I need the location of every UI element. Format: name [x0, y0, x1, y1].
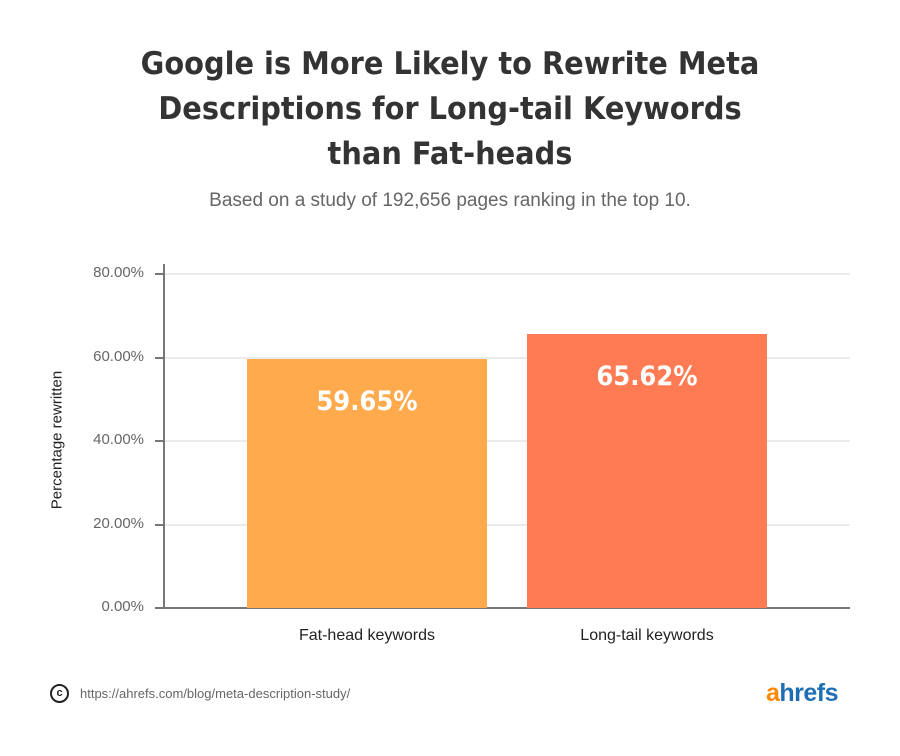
- gridline: [165, 273, 850, 275]
- x-category-label: Long-tail keywords: [580, 627, 714, 644]
- y-tick: [155, 273, 164, 275]
- logo-rest: hrefs: [779, 679, 839, 707]
- ahrefs-logo: ahrefs: [766, 679, 839, 708]
- source-url[interactable]: https://ahrefs.com/blog/meta-description…: [80, 686, 351, 701]
- y-tick: [155, 607, 164, 609]
- y-tick: [155, 356, 164, 359]
- gridline: [165, 440, 850, 442]
- x-category-label: Fat-head keywords: [298, 627, 436, 644]
- x-axis-line: [163, 607, 850, 609]
- y-tick-label: 60.00%: [93, 347, 144, 365]
- y-tick-label: 20.00%: [93, 514, 144, 532]
- chart-subtitle: Based on a study of 192,656 pages rankin…: [209, 190, 691, 211]
- copyright-icon: c: [50, 684, 69, 703]
- gridline: [165, 356, 850, 359]
- y-tick: [155, 440, 164, 442]
- gridline: [165, 523, 850, 526]
- y-axis-line: [163, 264, 165, 609]
- bar-value-label: 65.62%: [596, 361, 698, 393]
- chart-title-line-1: Google is More Likely to Rewrite Meta: [140, 46, 760, 82]
- bar-long-tail: 65.62%: [527, 334, 767, 608]
- chart-title-line-2: Descriptions for Long-tail Keywords: [158, 91, 742, 127]
- chart-title-line-3: than Fat-heads: [327, 136, 573, 172]
- bar-value-label: 59.65%: [316, 385, 418, 417]
- y-tick: [155, 523, 164, 526]
- y-tick-label: 80.00%: [93, 264, 144, 281]
- bar-fat-head: 59.65%: [247, 358, 487, 608]
- logo-a: a: [766, 679, 780, 707]
- chart-title: Google is More Likely to Rewrite Meta De…: [32, 42, 869, 177]
- y-tick-label: 0.00%: [101, 598, 144, 615]
- y-tick-label: 40.00%: [93, 431, 144, 448]
